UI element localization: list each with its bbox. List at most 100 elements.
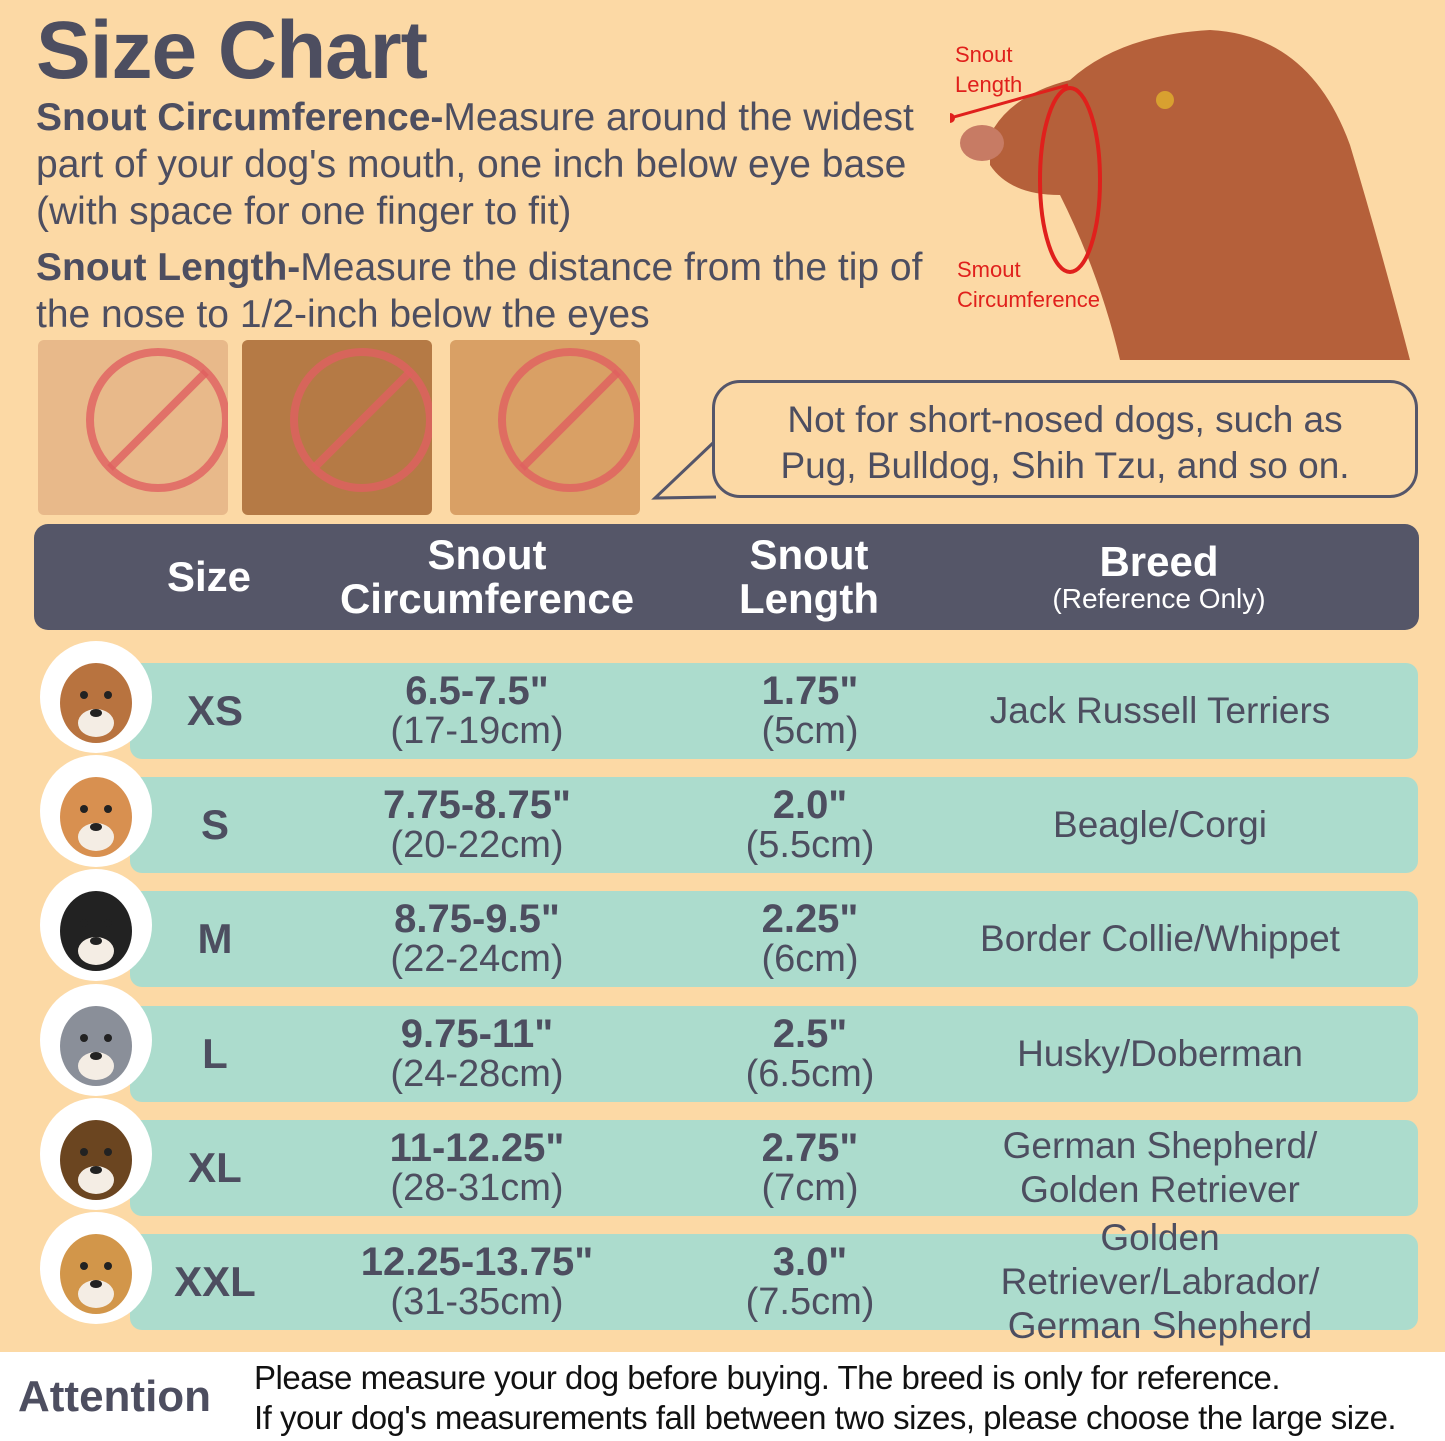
table-row: M 8.75-9.5" (22-24cm) 2.25" (6cm) Border C… xyxy=(130,891,1418,987)
prohibited-icon xyxy=(498,348,640,492)
length-inches: 2.5" xyxy=(772,1012,848,1056)
length-label: Snout Length- xyxy=(36,246,301,289)
short-nosed-warning: Not for short-nosed dogs, such as Pug, Bu… xyxy=(712,380,1418,498)
length-cm: (5cm) xyxy=(761,710,859,752)
breed-line: Golden Retriever xyxy=(1020,1169,1300,1210)
breed-cell: Border Collie/Whippet xyxy=(970,891,1350,987)
dog-face-icon xyxy=(60,663,132,743)
breed-line: German Shepherd/ xyxy=(1002,1125,1318,1166)
dog-avatar xyxy=(40,1098,152,1210)
breed-cell: Husky/Doberman xyxy=(970,1006,1350,1102)
breed-cell: Beagle/Corgi xyxy=(970,777,1350,873)
dog-avatar xyxy=(40,641,152,753)
length-inches: 2.75" xyxy=(761,1126,859,1170)
snout-length-label: Snout Length xyxy=(955,40,1022,100)
length-cell: 1.75" (5cm) xyxy=(690,663,930,759)
table-row: XXL 12.25-13.75" (31-35cm) 3.0" (7.5cm) Go… xyxy=(130,1217,1418,1346)
header-line: Circumference xyxy=(339,575,635,622)
breed-line: Beagle/Corgi xyxy=(1053,804,1267,845)
circumference-inches: 7.75-8.75" xyxy=(383,783,571,827)
circumference-cm: (24-28cm) xyxy=(390,1053,564,1095)
length-cm: (6cm) xyxy=(761,938,859,980)
header-line: Snout xyxy=(749,531,869,578)
size-cell: M xyxy=(197,915,233,962)
circumference-cell: 12.25-13.75" (31-35cm) xyxy=(307,1234,647,1330)
breed-cell: Jack Russell Terriers xyxy=(970,663,1350,759)
circumference-instructions: Snout Circumference-Measure around the w… xyxy=(36,94,946,235)
warning-line: Not for short-nosed dogs, such as xyxy=(787,399,1343,440)
length-cm: (6.5cm) xyxy=(745,1053,875,1095)
prohibited-icon xyxy=(290,348,432,492)
circumference-inches: 6.5-7.5" xyxy=(405,669,549,713)
banned-dog-image xyxy=(242,340,432,515)
breed-cell: German Shepherd/Golden Retriever xyxy=(970,1120,1350,1216)
breed-cell: Golden Retriever/Labrador/German Shepher… xyxy=(970,1217,1350,1346)
page-title: Size Chart xyxy=(36,5,428,96)
label-line: Circumference xyxy=(957,287,1101,312)
dog-face-icon xyxy=(60,1120,132,1200)
length-cell: 2.75" (7cm) xyxy=(690,1120,930,1216)
circumference-text: Measure around the widest part of your d… xyxy=(36,96,914,233)
dog-avatar xyxy=(40,984,152,1096)
dog-avatar xyxy=(40,869,152,981)
table-row: S 7.75-8.75" (20-22cm) 2.0" (5.5cm) Beagle… xyxy=(130,777,1418,873)
dog-measurement-diagram xyxy=(950,30,1410,360)
dog-face-icon xyxy=(60,891,132,971)
circumference-inches: 11-12.25" xyxy=(389,1126,565,1170)
attention-line: If your dog's measurements fall between … xyxy=(254,1399,1397,1436)
header-circumference: Snout Circumference xyxy=(307,524,667,630)
dog-avatar xyxy=(40,1212,152,1324)
attention-label: Attention xyxy=(18,1372,212,1421)
length-cm: (7cm) xyxy=(761,1167,859,1209)
header-line: Snout xyxy=(427,531,547,578)
prohibited-icon xyxy=(86,348,228,492)
length-instructions: Snout Length-Measure the distance from t… xyxy=(36,244,946,338)
banned-dog-image xyxy=(38,340,228,515)
circumference-cm: (31-35cm) xyxy=(390,1281,564,1323)
length-inches: 2.0" xyxy=(772,783,848,827)
circumference-cell: 6.5-7.5" (17-19cm) xyxy=(307,663,647,759)
size-cell: L xyxy=(202,1030,228,1077)
circumference-cell: 8.75-9.5" (22-24cm) xyxy=(307,891,647,987)
table-row: XL 11-12.25" (28-31cm) 2.75" (7cm) German … xyxy=(130,1120,1418,1216)
dog-face-icon xyxy=(60,777,132,857)
circumference-cm: (28-31cm) xyxy=(390,1167,564,1209)
length-cm: (5.5cm) xyxy=(745,824,875,866)
circumference-cell: 7.75-8.75" (20-22cm) xyxy=(307,777,647,873)
speech-bubble-tail xyxy=(651,440,717,500)
table-row: XS 6.5-7.5" (17-19cm) 1.75" (5cm) Jack Rus… xyxy=(130,663,1418,759)
header-size: Size xyxy=(166,553,252,600)
warning-line: Pug, Bulldog, Shih Tzu, and so on. xyxy=(780,445,1350,486)
header-length: Snout Length xyxy=(694,524,924,630)
length-inches: 1.75" xyxy=(761,669,859,713)
circumference-inches: 8.75-9.5" xyxy=(394,897,560,941)
dog-face-icon xyxy=(60,1006,132,1086)
length-text: Measure the distance from the tip of the… xyxy=(36,246,923,336)
length-inches: 2.25" xyxy=(761,897,859,941)
size-cell: XL xyxy=(188,1144,242,1191)
table-header: Size Snout Circumference Snout Length Bree… xyxy=(34,524,1419,630)
length-cell: 2.25" (6cm) xyxy=(690,891,930,987)
header-line: Breed xyxy=(1099,538,1219,585)
dog-avatar xyxy=(40,755,152,867)
size-cell: XS xyxy=(186,687,244,734)
attention-bar xyxy=(0,1352,1445,1441)
circumference-inches: 9.75-11" xyxy=(400,1012,554,1056)
header-subline: (Reference Only) xyxy=(1052,583,1266,614)
breed-line: Border Collie/Whippet xyxy=(980,918,1340,959)
label-line: Length xyxy=(955,72,1023,97)
breed-line: Husky/Doberman xyxy=(1017,1033,1303,1074)
breed-line: Golden Retriever/Labrador/ xyxy=(1000,1217,1320,1302)
circumference-cm: (17-19cm) xyxy=(390,710,564,752)
length-cell: 3.0" (7.5cm) xyxy=(690,1234,930,1330)
breed-line: Jack Russell Terriers xyxy=(989,690,1331,731)
header-line: Length xyxy=(739,575,879,622)
size-cell: S xyxy=(200,801,229,848)
length-cm: (7.5cm) xyxy=(745,1281,875,1323)
circumference-cm: (20-22cm) xyxy=(390,824,564,866)
circumference-inches: 12.25-13.75" xyxy=(360,1240,594,1284)
table-row: L 9.75-11" (24-28cm) 2.5" (6.5cm) Husky/Do… xyxy=(130,1006,1418,1102)
length-cell: 2.5" (6.5cm) xyxy=(690,1006,930,1102)
dog-face-icon xyxy=(60,1234,132,1314)
snout-circumference-label: Smout Circumference xyxy=(957,255,1100,315)
